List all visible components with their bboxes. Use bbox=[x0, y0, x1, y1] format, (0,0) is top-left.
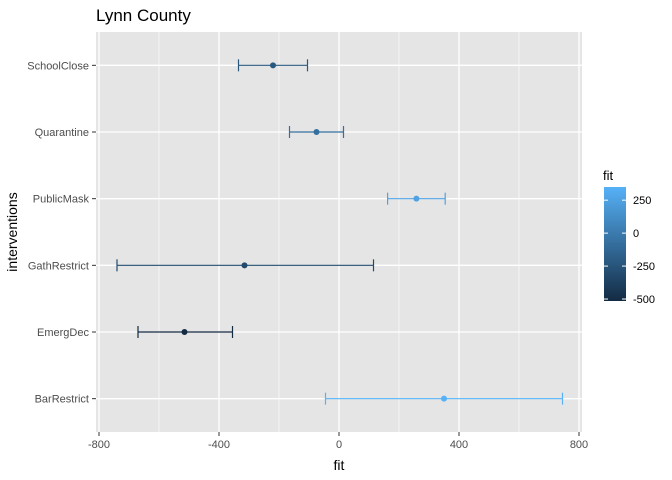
x-tick-label: 800 bbox=[570, 439, 588, 451]
legend-colorbar bbox=[604, 187, 626, 301]
errorbar-Quarantine bbox=[288, 126, 345, 138]
fit-point bbox=[181, 329, 188, 335]
y-axis: SchoolClose Quarantine PublicMask GathRestr… bbox=[27, 60, 96, 406]
fit-point bbox=[270, 62, 276, 69]
y-tick-label: SchoolClose bbox=[27, 60, 89, 72]
legend-tick-label: 250 bbox=[633, 195, 651, 207]
errorbar-PublicMask bbox=[387, 192, 446, 205]
fit-point bbox=[441, 395, 447, 402]
fit-point bbox=[413, 195, 420, 202]
y-tick-label: EmergDec bbox=[37, 327, 89, 339]
fit-point bbox=[241, 262, 248, 269]
errorbar-GathRestrict bbox=[116, 259, 375, 272]
legend-ticks: 250 0 -250 -500 bbox=[604, 195, 655, 306]
color-legend: fit 250 0 -250 -500 bbox=[603, 168, 655, 306]
error-bars bbox=[116, 59, 564, 405]
x-axis-title: fit bbox=[334, 457, 345, 473]
x-tick-label: 400 bbox=[450, 439, 468, 451]
x-tick-label: 0 bbox=[336, 439, 342, 451]
y-tick-label: GathRestrict bbox=[28, 260, 89, 272]
legend-title: fit bbox=[603, 168, 614, 183]
y-tick-label: BarRestrict bbox=[35, 394, 89, 406]
chart-title: Lynn County bbox=[96, 6, 191, 25]
x-tick-label: -800 bbox=[88, 439, 110, 451]
errorbar-BarRestrict bbox=[324, 392, 564, 405]
errorbar-SchoolClose bbox=[237, 59, 309, 72]
fit-point bbox=[313, 129, 320, 135]
legend-tick-label: -250 bbox=[633, 261, 655, 273]
y-tick-label: Quarantine bbox=[35, 127, 89, 139]
legend-tick-label: -500 bbox=[633, 294, 655, 306]
errorbar-EmergDec bbox=[137, 326, 234, 338]
y-tick-label: PublicMask bbox=[33, 194, 90, 206]
x-axis: -800 -400 0 400 800 bbox=[88, 432, 588, 451]
legend-tick-label: 0 bbox=[633, 228, 639, 240]
y-axis-title: interventions bbox=[4, 192, 20, 271]
x-tick-label: -400 bbox=[208, 439, 230, 451]
